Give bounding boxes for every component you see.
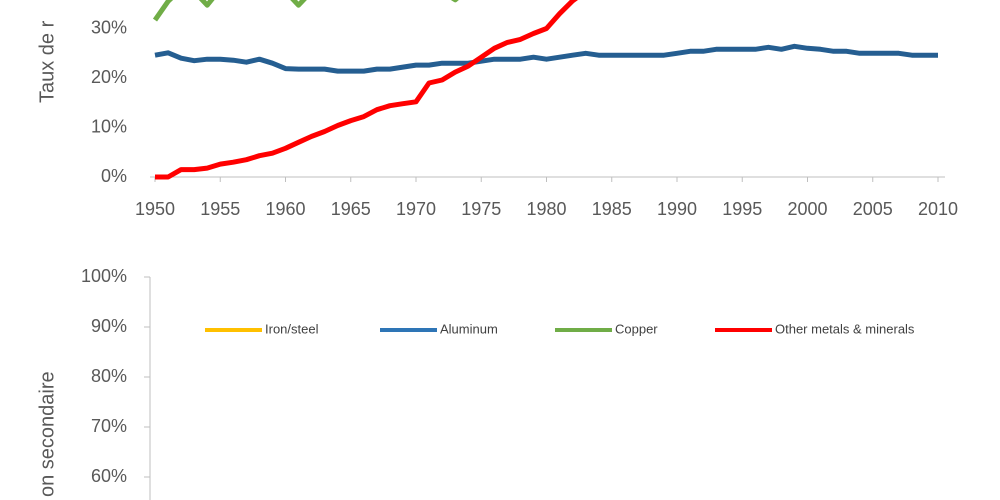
series-line — [155, 0, 579, 180]
series-line — [154, 43, 938, 74]
x-tick-label: 1950 — [135, 199, 175, 219]
y-tick-label: 60% — [91, 466, 127, 486]
y-tick-label: 10% — [91, 116, 127, 136]
legend-label: Iron/steel — [265, 321, 319, 336]
y-axis-title: on secondaire — [36, 371, 58, 497]
y-tick-label: 30% — [91, 17, 127, 37]
y-tick-label: 90% — [91, 316, 127, 336]
x-tick-label: 1970 — [396, 199, 436, 219]
y-axis-title: Taux de r — [36, 20, 58, 103]
y-tick-label: 80% — [91, 366, 127, 386]
x-tick-label: 1965 — [331, 199, 371, 219]
legend-label: Aluminum — [440, 321, 498, 336]
y-tick-label: 0% — [101, 166, 127, 186]
series-line — [152, 0, 459, 22]
y-tick-label: 70% — [91, 416, 127, 436]
legend-label: Other metals & minerals — [775, 321, 915, 336]
x-tick-label: 1985 — [592, 199, 632, 219]
x-tick-label: 1955 — [200, 199, 240, 219]
x-tick-label: 1995 — [722, 199, 762, 219]
x-tick-label: 2000 — [787, 199, 827, 219]
x-tick-label: 2010 — [918, 199, 958, 219]
legend-label: Copper — [615, 321, 658, 336]
x-tick-label: 2005 — [853, 199, 893, 219]
x-tick-label: 1980 — [526, 199, 566, 219]
x-tick-label: 1960 — [265, 199, 305, 219]
x-tick-label: 1975 — [461, 199, 501, 219]
x-tick-label: 1990 — [657, 199, 697, 219]
y-tick-label: 100% — [81, 266, 127, 286]
y-tick-label: 20% — [91, 67, 127, 87]
